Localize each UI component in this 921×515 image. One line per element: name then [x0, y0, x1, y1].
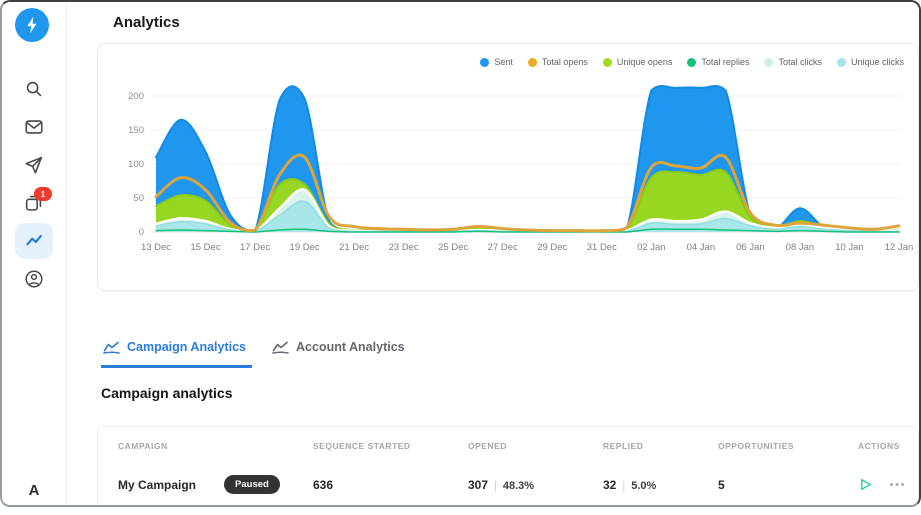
col-sequence-started: Sequence Started — [313, 441, 411, 451]
play-icon — [861, 478, 871, 491]
campaign-table: Campaign Sequence Started Opened Replied… — [97, 426, 919, 505]
value-divider: | — [494, 479, 497, 492]
tab-account-analytics[interactable]: Account Analytics — [270, 336, 411, 368]
lightning-bolt-icon — [27, 16, 37, 34]
col-actions: Actions — [858, 441, 900, 451]
tab-label: Campaign Analytics — [127, 340, 247, 354]
resume-campaign-button[interactable] — [858, 477, 873, 492]
svg-text:17 Dec: 17 Dec — [240, 242, 270, 253]
legend-dot — [836, 57, 846, 67]
sequence-started-value: 636 — [313, 477, 334, 492]
legend-label: Unique clicks — [850, 57, 904, 67]
app-logo[interactable] — [15, 8, 49, 42]
sidebar-nav: 1 — [2, 70, 66, 298]
status-badge: Paused — [224, 475, 280, 494]
sidebar: 1 A — [2, 2, 67, 505]
campaign-name[interactable]: My Campaign — [118, 477, 197, 492]
legend-item-total-replies[interactable]: Total replies — [687, 57, 749, 67]
legend-dot — [480, 57, 490, 67]
legend-item-sent[interactable]: Sent — [480, 57, 513, 67]
svg-text:08 Jan: 08 Jan — [786, 242, 815, 253]
svg-text:13 Dec: 13 Dec — [141, 242, 171, 253]
line-chart-icon — [103, 341, 120, 354]
tab-label: Account Analytics — [296, 340, 405, 354]
main-content: Analytics Sent Total opens Unique opens Tot… — [66, 2, 919, 505]
sidebar-item-analytics[interactable] — [2, 222, 66, 260]
legend-dot — [764, 57, 774, 67]
legend-item-unique-clicks[interactable]: Unique clicks — [836, 57, 904, 67]
svg-text:50: 50 — [133, 193, 144, 204]
send-icon — [25, 156, 43, 174]
col-campaign: Campaign — [118, 441, 168, 451]
legend-item-total-clicks[interactable]: Total clicks — [764, 57, 822, 67]
svg-text:29 Dec: 29 Dec — [537, 242, 567, 253]
table-header-row: Campaign Sequence Started Opened Replied… — [98, 427, 918, 451]
tabs: Campaign Analytics Account Analytics — [101, 336, 411, 368]
table-row[interactable]: My Campaign Paused 636 307 | 48.3% 32 | 5.0%… — [98, 451, 918, 494]
notification-badge: 1 — [34, 187, 52, 201]
analytics-chart-card: Sent Total opens Unique opens Total replies… — [97, 43, 919, 291]
svg-text:02 Jan: 02 Jan — [637, 242, 666, 253]
col-replied: Replied — [603, 441, 644, 451]
legend-label: Total opens — [541, 57, 588, 67]
line-chart-icon — [272, 341, 289, 354]
legend-label: Total replies — [701, 57, 750, 67]
search-icon — [26, 81, 42, 97]
svg-text:04 Jan: 04 Jan — [687, 242, 716, 253]
opened-count: 307 — [468, 477, 489, 492]
legend-item-total-opens[interactable]: Total opens — [527, 57, 588, 67]
legend-dot — [687, 57, 697, 67]
svg-text:19 Dec: 19 Dec — [290, 242, 320, 253]
svg-text:100: 100 — [128, 159, 144, 170]
col-opportunities: Opportunities — [718, 441, 794, 451]
legend-dot — [602, 57, 612, 67]
sidebar-item-send[interactable] — [2, 146, 66, 184]
chart-legend: Sent Total opens Unique opens Total replies… — [480, 57, 904, 67]
svg-text:0: 0 — [139, 227, 144, 238]
replied-rate: 5.0% — [631, 479, 657, 492]
svg-text:200: 200 — [128, 91, 144, 102]
svg-text:23 Dec: 23 Dec — [389, 242, 419, 253]
svg-text:25 Dec: 25 Dec — [438, 242, 468, 253]
svg-text:27 Dec: 27 Dec — [488, 242, 518, 253]
replied-count: 32 — [603, 477, 617, 492]
sidebar-item-contacts[interactable] — [2, 260, 66, 298]
user-avatar[interactable]: A — [28, 482, 40, 499]
analytics-trend-icon — [26, 234, 42, 246]
sidebar-item-inbox[interactable] — [2, 108, 66, 146]
section-title: Campaign analytics — [101, 385, 233, 401]
legend-label: Sent — [494, 57, 513, 67]
opened-rate: 48.3% — [502, 479, 535, 492]
legend-label: Unique opens — [616, 57, 673, 67]
svg-text:31 Dec: 31 Dec — [587, 242, 617, 253]
legend-item-unique-opens[interactable]: Unique opens — [602, 57, 673, 67]
user-circle-icon — [25, 270, 43, 288]
svg-text:150: 150 — [128, 125, 144, 136]
tab-campaign-analytics[interactable]: Campaign Analytics — [101, 336, 253, 368]
value-divider: | — [622, 479, 626, 492]
svg-text:12 Jan: 12 Jan — [885, 242, 914, 253]
ellipsis-icon — [890, 483, 904, 486]
opportunities-value: 5 — [718, 477, 725, 492]
svg-text:10 Jan: 10 Jan — [835, 242, 864, 253]
svg-text:15 Dec: 15 Dec — [190, 242, 220, 253]
analytics-area-chart: 0 50 100 150 200 13 Dec 15 Dec 17 Dec 19 Dec 21 D… — [128, 85, 914, 253]
page-title: Analytics — [113, 14, 180, 31]
legend-label: Total clicks — [778, 57, 822, 67]
svg-text:06 Jan: 06 Jan — [736, 242, 765, 253]
row-menu-button[interactable] — [889, 482, 905, 487]
sidebar-item-search[interactable] — [2, 70, 66, 108]
col-opened: Opened — [468, 441, 507, 451]
sidebar-item-campaigns[interactable]: 1 — [2, 184, 66, 222]
legend-dot — [527, 57, 537, 67]
mail-icon — [25, 120, 43, 134]
svg-text:21 Dec: 21 Dec — [339, 242, 369, 253]
